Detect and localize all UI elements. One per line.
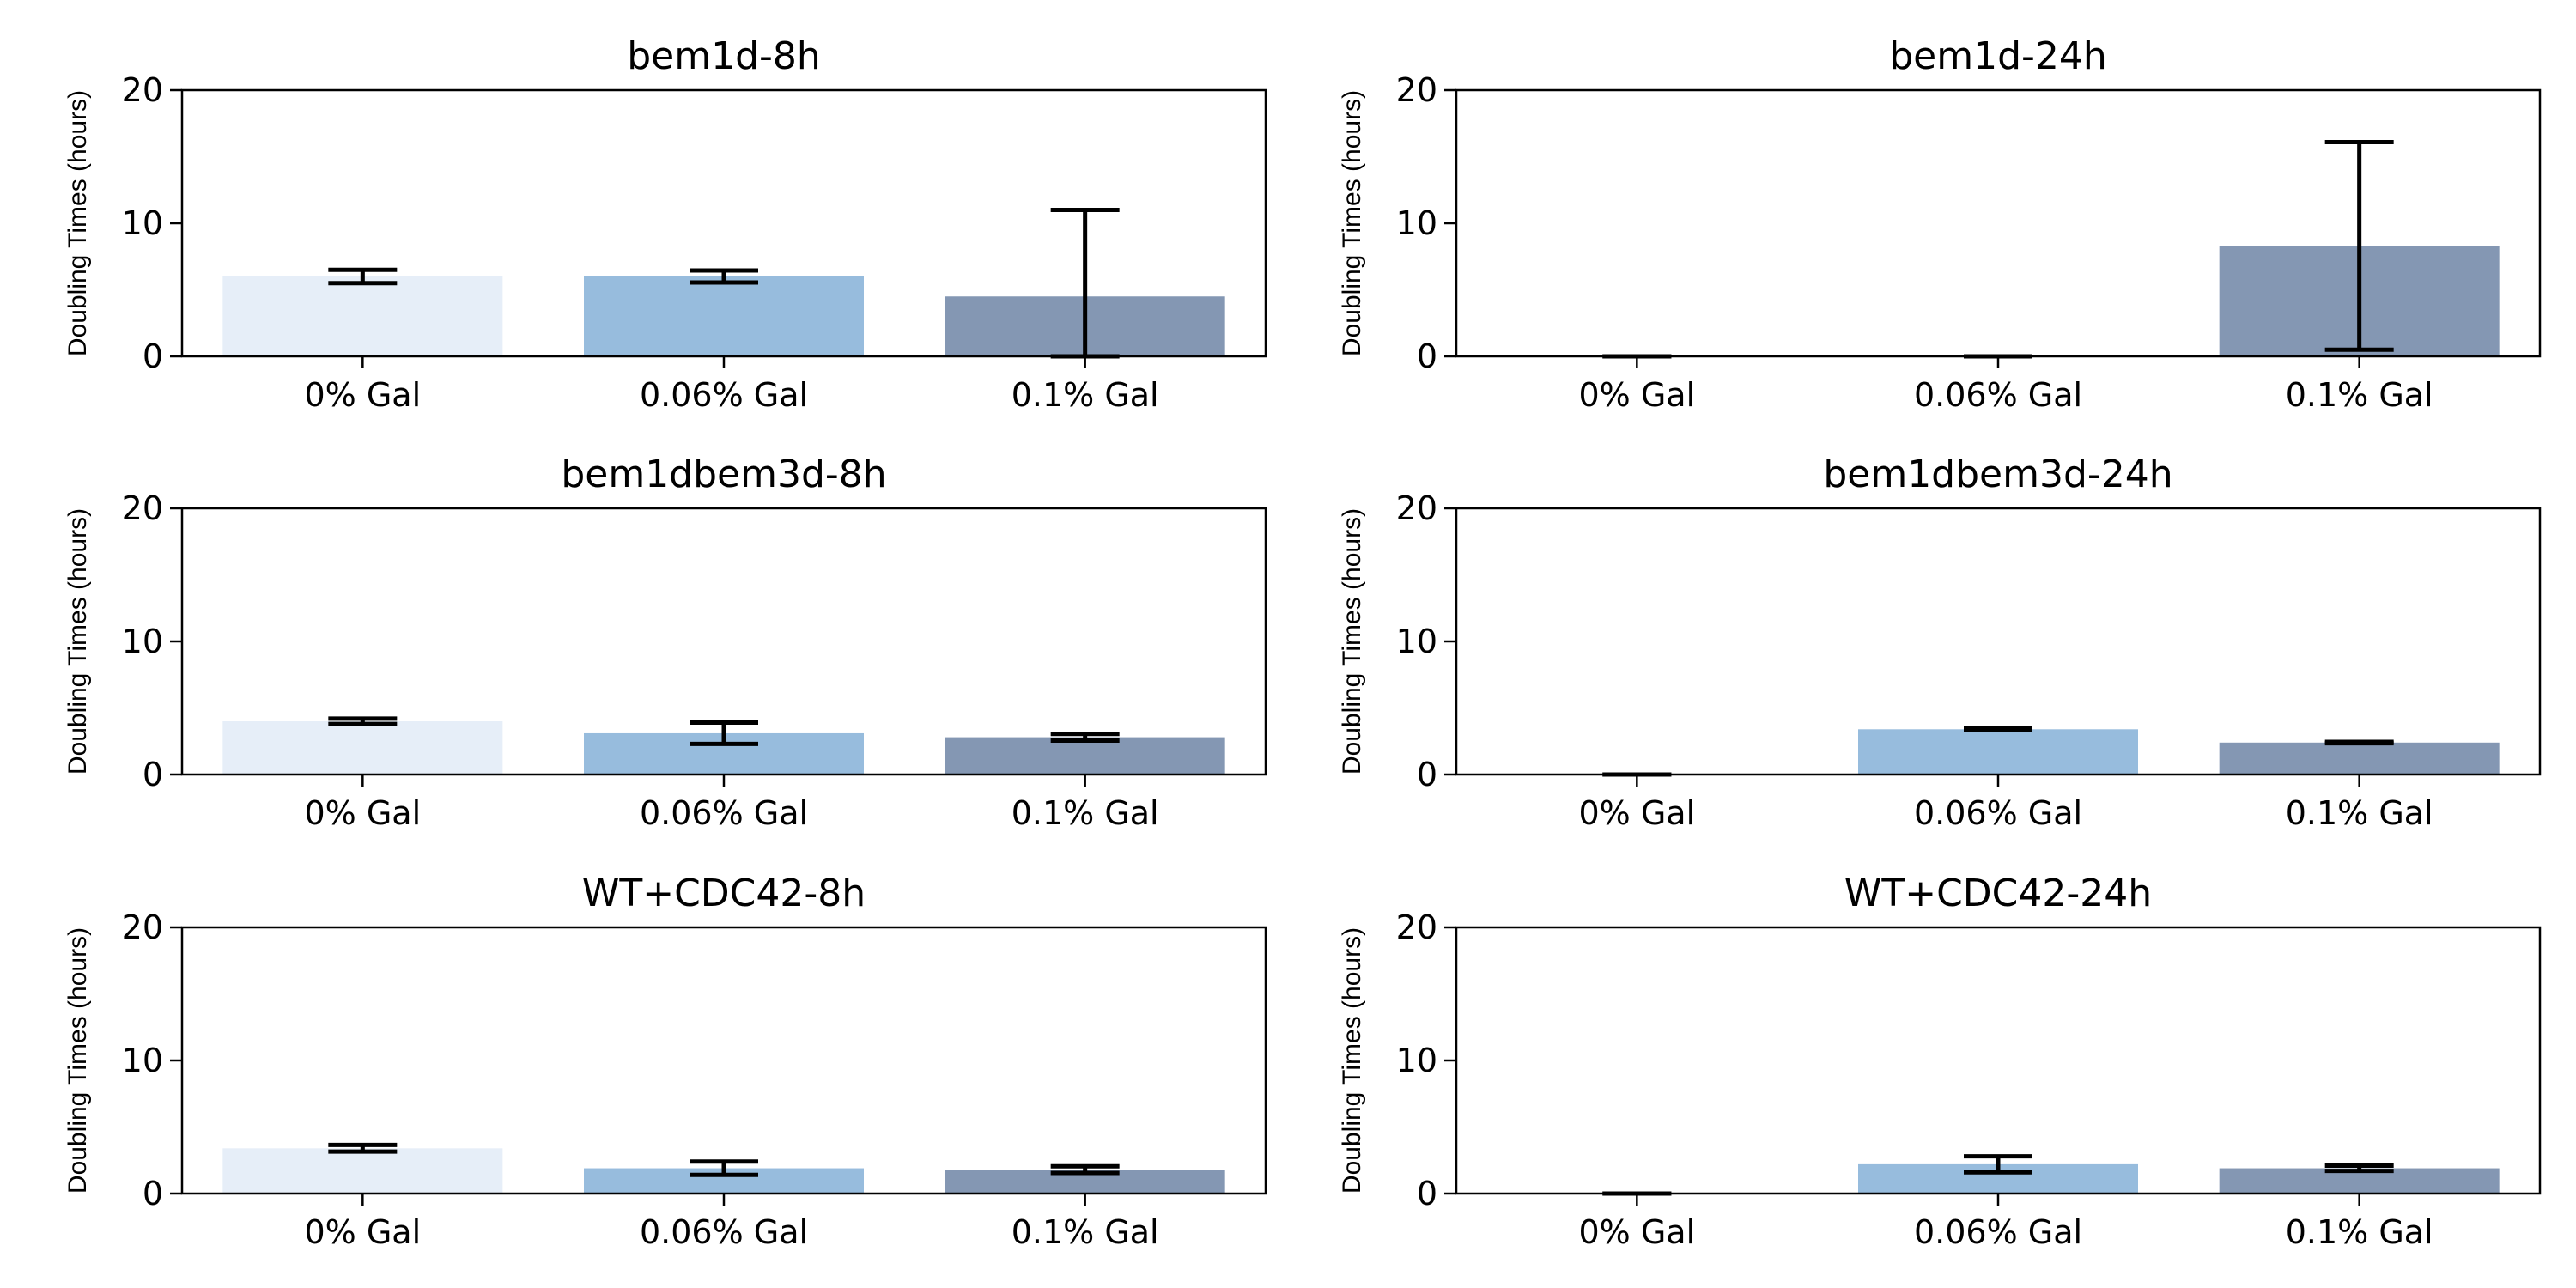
x-tick-label: 0.1% Gal: [1012, 376, 1159, 414]
error-bar: [690, 1159, 758, 1177]
subplot-1: bem1d-8h Doubling Times (hours) 0 10 20 0% Ga…: [64, 34, 1267, 414]
x-tick-label: 0.06% Gal: [1914, 794, 2082, 832]
subplot-title: bem1d-8h: [627, 34, 821, 78]
x-tick-label: 0% Gal: [305, 794, 422, 832]
x-tick-label: 0% Gal: [305, 1213, 422, 1251]
y-tick-label: 20: [122, 908, 163, 946]
x-tick-label: 0.1% Gal: [1012, 794, 1159, 832]
x-tick-label: 0% Gal: [1579, 794, 1696, 832]
y-tick-label: 0: [143, 756, 163, 793]
error-bar: [2324, 139, 2394, 352]
bar: [222, 1148, 503, 1194]
y-tick-label: 20: [1396, 908, 1437, 946]
y-tick-label: 10: [1396, 204, 1437, 242]
error-bar: [328, 1142, 398, 1154]
y-tick-label: 0: [143, 337, 163, 375]
subplot-3: bem1dbem3d-8h Doubling Times (hours) 0 10 20…: [64, 453, 1267, 832]
y-tick-label: 10: [122, 1042, 163, 1079]
y-tick-label: 0: [143, 1175, 163, 1212]
y-tick-label: 10: [1396, 623, 1437, 660]
y-tick-label: 20: [122, 489, 163, 527]
x-tick-label: 0.06% Gal: [1914, 376, 2082, 414]
subplot-title: bem1dbem3d-8h: [561, 453, 886, 496]
y-tick-label: 0: [1417, 337, 1437, 375]
y-tick-label: 10: [122, 623, 163, 660]
x-tick-label: 0% Gal: [305, 376, 422, 414]
y-axis-label: Doubling Times (hours): [1338, 508, 1366, 775]
subplot-4: bem1dbem3d-24h Doubling Times (hours) 0 10 2…: [1338, 453, 2542, 832]
y-tick-label: 0: [1417, 756, 1437, 793]
x-tick-label: 0.06% Gal: [640, 794, 808, 832]
subplot-5: WT+CDC42-8h Doubling Times (hours) 0 10 20 0%…: [64, 872, 1267, 1251]
error-bar: [690, 268, 758, 285]
y-tick-label: 20: [122, 71, 163, 109]
error-bar: [690, 720, 758, 746]
x-tick-label: 0.1% Gal: [2286, 376, 2433, 414]
x-tick-label: 0% Gal: [1579, 376, 1696, 414]
bar: [945, 737, 1225, 775]
plot-frame: [180, 507, 1267, 776]
bar: [222, 721, 503, 775]
plot-frame: [1455, 926, 2542, 1195]
y-tick-label: 0: [1417, 1175, 1437, 1212]
subplot-title: bem1d-24h: [1889, 34, 2107, 78]
subplot-6: WT+CDC42-24h Doubling Times (hours) 0 10 20 0…: [1338, 872, 2542, 1251]
x-tick-label: 0.1% Gal: [1012, 1213, 1159, 1251]
bar: [584, 276, 864, 356]
error-bar: [328, 716, 398, 726]
plot-frame: [180, 926, 1267, 1195]
error-bar: [1050, 732, 1120, 743]
x-tick-label: 0.1% Gal: [2286, 1213, 2433, 1251]
subplot-2: bem1d-24h Doubling Times (hours) 0 10 20 0% G…: [1338, 34, 2542, 414]
plot-frame: [1455, 507, 2542, 776]
error-bar: [1964, 726, 2032, 732]
x-tick-label: 0.1% Gal: [2286, 794, 2433, 832]
y-axis-label: Doubling Times (hours): [64, 927, 92, 1194]
x-tick-label: 0% Gal: [1579, 1213, 1696, 1251]
y-axis-label: Doubling Times (hours): [1338, 90, 1366, 356]
y-axis-label: Doubling Times (hours): [64, 508, 92, 775]
y-axis-label: Doubling Times (hours): [64, 90, 92, 356]
subplot-title: WT+CDC42-8h: [582, 872, 866, 915]
error-bar: [1050, 1163, 1120, 1176]
x-tick-label: 0.06% Gal: [1914, 1213, 2082, 1251]
x-tick-label: 0.06% Gal: [640, 1213, 808, 1251]
bar: [1858, 729, 2138, 775]
bar: [222, 276, 503, 356]
error-bar: [2324, 1163, 2394, 1174]
error-bar: [328, 267, 398, 286]
error-bar: [2324, 739, 2394, 746]
subplot-title: WT+CDC42-24h: [1844, 872, 2152, 915]
error-bar: [1964, 1154, 2032, 1175]
plot-frame: [180, 88, 1267, 358]
plot-frame: [1455, 88, 2542, 358]
x-tick-label: 0.06% Gal: [640, 376, 808, 414]
bar: [2219, 742, 2500, 775]
y-tick-label: 10: [1396, 1042, 1437, 1079]
y-tick-label: 10: [122, 204, 163, 242]
y-tick-label: 20: [1396, 489, 1437, 527]
y-tick-label: 20: [1396, 71, 1437, 109]
y-axis-label: Doubling Times (hours): [1338, 927, 1366, 1194]
subplot-title: bem1dbem3d-24h: [1823, 453, 2172, 496]
